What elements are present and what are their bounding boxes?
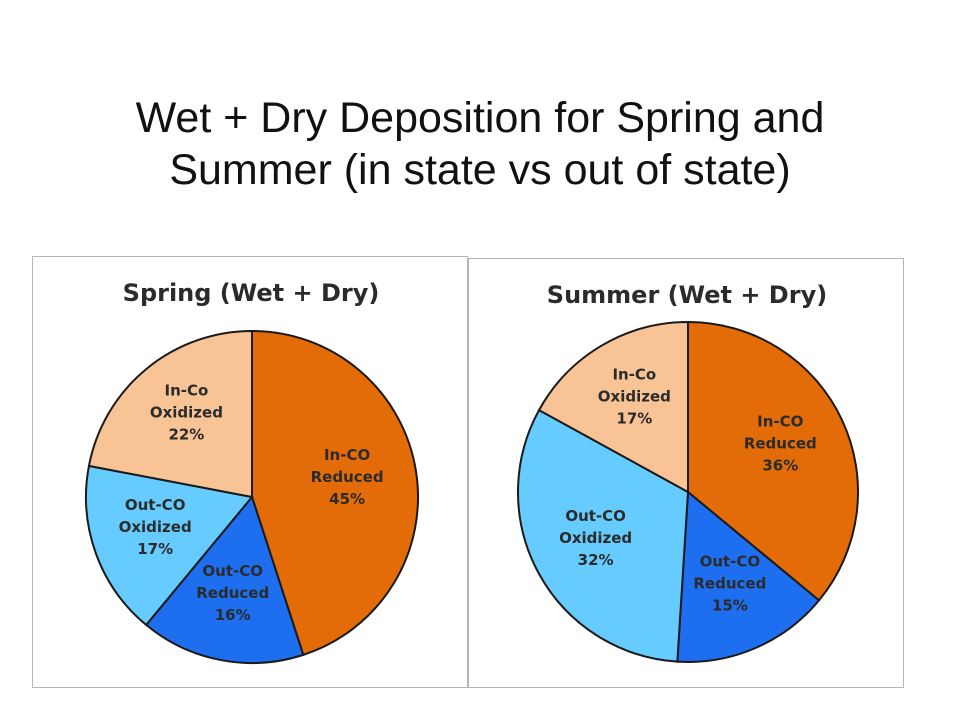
spring-slice-label-in-co-oxidized: In-Co Oxidized 22% [150, 382, 223, 444]
summer-slice-label-line: 15% [712, 597, 748, 615]
spring-slice-label-line: In-CO [324, 446, 370, 464]
summer-slice-label-in-co-oxidized: In-Co Oxidized 17% [598, 365, 671, 427]
summer-slice-out-co-reduced [676, 489, 821, 663]
spring-slice-label-line: Reduced [196, 584, 269, 602]
spring-slice-label-out-co-reduced: Out-CO Reduced 16% [196, 562, 269, 624]
spring-slice-label-line: Out-CO [125, 496, 186, 514]
spring-slice-label-line: Oxidized [119, 518, 192, 536]
spring-slice-label-line: Reduced [311, 468, 384, 486]
summer-slice-label-line: Reduced [693, 575, 766, 593]
spring-slice-label-line: Oxidized [150, 404, 223, 422]
spring-slice-in-co-oxidized [87, 329, 253, 499]
summer-pie-chart: Summer (Wet + Dry) In-CO Reduced 36% Out-CO… [517, 281, 859, 663]
spring-slice-out-co-oxidized [85, 464, 254, 627]
summer-slice-label-line: Oxidized [559, 529, 632, 547]
summer-slice-label-line: 36% [762, 457, 798, 475]
summer-slice-label-in-co-reduced: In-CO Reduced 36% [744, 413, 817, 475]
summer-slice-label-line: Oxidized [598, 387, 671, 405]
summer-slice-out-co-oxidized [517, 408, 690, 663]
spring-slice-label-out-co-oxidized: Out-CO Oxidized 17% [119, 496, 192, 558]
spring-pie-chart: Spring (Wet + Dry) In-CO Reduced 45% Out-CO… [85, 279, 419, 664]
slide-title: Wet + Dry Deposition for Spring and Summ… [60, 92, 900, 196]
summer-chart-title: Summer (Wet + Dry) [547, 281, 827, 309]
spring-slice-label-line: 16% [215, 606, 251, 624]
spring-slice-in-co-reduced [251, 329, 419, 657]
slide-title-line-2: Summer (in state vs out of state) [169, 146, 791, 194]
spring-slice-out-co-reduced [144, 494, 305, 664]
summer-slice-in-co-reduced [687, 320, 859, 602]
summer-slice-in-co-oxidized [537, 320, 689, 494]
slide-title-line-1: Wet + Dry Deposition for Spring and [135, 94, 825, 142]
summer-slice-label-out-co-reduced: Out-CO Reduced 15% [693, 553, 766, 615]
spring-slice-label-line: 45% [329, 490, 365, 508]
summer-slice-label-line: Reduced [744, 435, 817, 453]
spring-pie-chart-panel: Spring (Wet + Dry) In-CO Reduced 45% Out-CO… [32, 256, 468, 688]
summer-slice-label-line: In-Co [612, 365, 656, 383]
summer-slice-label-line: Out-CO [700, 553, 761, 571]
spring-slice-label-in-co-reduced: In-CO Reduced 45% [311, 446, 384, 508]
spring-slice-label-line: In-Co [164, 382, 208, 400]
summer-slice-label-line: In-CO [757, 413, 803, 431]
summer-pie-chart-panel: Summer (Wet + Dry) In-CO Reduced 36% Out-CO… [468, 258, 904, 688]
summer-slice-label-line: Out-CO [565, 507, 626, 525]
spring-slice-label-line: 17% [137, 540, 173, 558]
summer-slice-label-line: 32% [578, 551, 614, 569]
summer-slice-label-line: 17% [616, 409, 652, 427]
spring-slice-label-line: 22% [168, 426, 204, 444]
spring-chart-title: Spring (Wet + Dry) [123, 279, 380, 307]
spring-slice-label-line: Out-CO [202, 562, 263, 580]
summer-slice-label-out-co-oxidized: Out-CO Oxidized 32% [559, 507, 632, 569]
